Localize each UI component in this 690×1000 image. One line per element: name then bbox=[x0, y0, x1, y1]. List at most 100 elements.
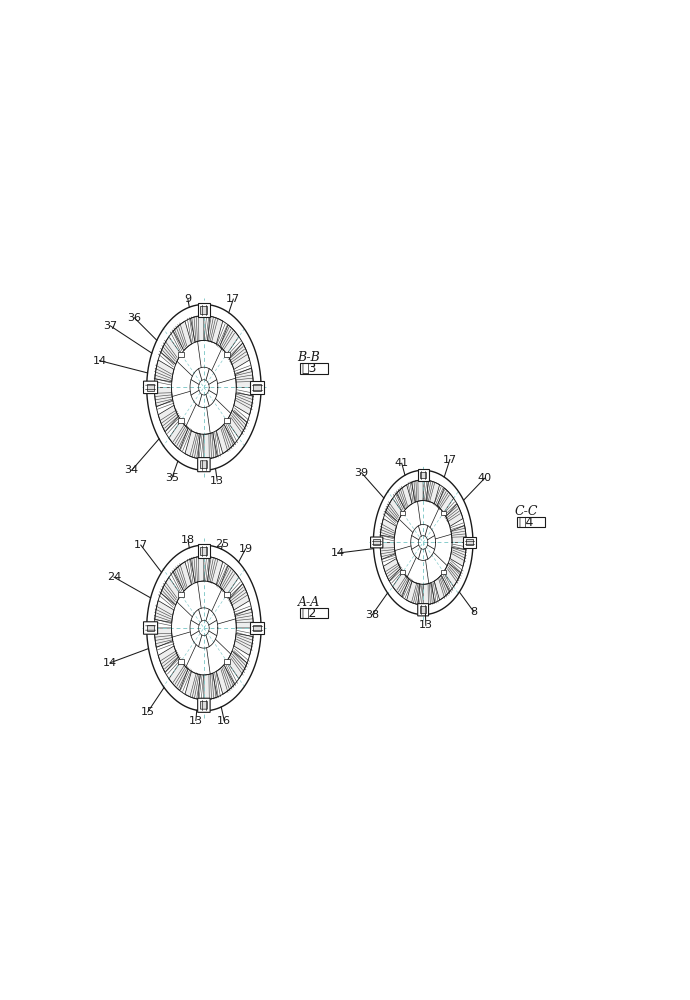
Polygon shape bbox=[147, 625, 155, 631]
Polygon shape bbox=[197, 698, 210, 712]
Polygon shape bbox=[204, 433, 217, 459]
Polygon shape bbox=[190, 556, 204, 583]
Polygon shape bbox=[451, 525, 466, 542]
Polygon shape bbox=[420, 606, 426, 613]
Polygon shape bbox=[144, 622, 157, 634]
Polygon shape bbox=[185, 431, 200, 459]
Polygon shape bbox=[169, 661, 188, 691]
Polygon shape bbox=[466, 539, 473, 545]
Text: A-A: A-A bbox=[297, 596, 319, 609]
Text: 25: 25 bbox=[215, 539, 230, 549]
Polygon shape bbox=[227, 651, 247, 679]
Polygon shape bbox=[386, 498, 403, 522]
Polygon shape bbox=[437, 488, 453, 513]
Text: 36: 36 bbox=[128, 313, 141, 323]
Polygon shape bbox=[250, 381, 264, 394]
Polygon shape bbox=[393, 572, 409, 597]
Text: 17: 17 bbox=[443, 455, 457, 465]
Polygon shape bbox=[224, 418, 230, 423]
Polygon shape bbox=[173, 321, 192, 351]
Polygon shape bbox=[229, 343, 250, 369]
Polygon shape bbox=[178, 592, 184, 597]
Text: 图2: 图2 bbox=[302, 607, 317, 620]
Polygon shape bbox=[178, 659, 184, 664]
Polygon shape bbox=[441, 511, 446, 515]
Text: 17: 17 bbox=[134, 540, 148, 550]
Polygon shape bbox=[173, 562, 192, 591]
Text: B-B: B-B bbox=[297, 351, 320, 364]
Polygon shape bbox=[197, 458, 210, 472]
Polygon shape bbox=[158, 405, 179, 432]
Polygon shape bbox=[155, 601, 174, 622]
Polygon shape bbox=[235, 609, 253, 628]
Polygon shape bbox=[197, 303, 210, 317]
Polygon shape bbox=[216, 665, 235, 694]
Polygon shape bbox=[155, 387, 172, 407]
Polygon shape bbox=[219, 565, 239, 595]
Polygon shape bbox=[426, 480, 440, 504]
Text: 24: 24 bbox=[107, 572, 121, 582]
Polygon shape bbox=[234, 393, 253, 415]
Polygon shape bbox=[229, 584, 250, 610]
Polygon shape bbox=[446, 504, 463, 526]
Polygon shape bbox=[201, 461, 207, 469]
Text: 40: 40 bbox=[477, 473, 492, 483]
Polygon shape bbox=[420, 472, 426, 478]
Text: 8: 8 bbox=[471, 607, 477, 617]
Polygon shape bbox=[224, 659, 230, 664]
Text: 图4: 图4 bbox=[518, 516, 533, 529]
Polygon shape bbox=[190, 316, 204, 342]
Polygon shape bbox=[400, 511, 406, 515]
Text: 34: 34 bbox=[125, 465, 139, 475]
Text: 38: 38 bbox=[365, 610, 380, 620]
Polygon shape bbox=[197, 544, 210, 558]
Text: 14: 14 bbox=[104, 658, 117, 668]
Polygon shape bbox=[373, 539, 380, 545]
Polygon shape bbox=[201, 701, 207, 709]
Polygon shape bbox=[380, 542, 395, 559]
Polygon shape bbox=[219, 325, 239, 354]
Polygon shape bbox=[441, 570, 446, 574]
Polygon shape bbox=[158, 646, 179, 672]
Text: 图3: 图3 bbox=[302, 362, 317, 375]
Polygon shape bbox=[227, 410, 247, 438]
Polygon shape bbox=[216, 424, 235, 454]
Polygon shape bbox=[411, 480, 423, 502]
Polygon shape bbox=[384, 558, 400, 581]
Polygon shape bbox=[204, 673, 217, 700]
Polygon shape bbox=[201, 306, 207, 314]
Polygon shape bbox=[234, 634, 253, 655]
Polygon shape bbox=[397, 485, 412, 510]
Text: 18: 18 bbox=[181, 535, 195, 545]
Polygon shape bbox=[371, 537, 383, 548]
Polygon shape bbox=[224, 352, 230, 357]
Text: 35: 35 bbox=[165, 473, 179, 483]
Text: 19: 19 bbox=[239, 544, 253, 554]
Polygon shape bbox=[201, 547, 207, 555]
Text: 9: 9 bbox=[184, 294, 191, 304]
Text: 16: 16 bbox=[217, 716, 231, 726]
Polygon shape bbox=[250, 622, 264, 634]
Text: 39: 39 bbox=[355, 468, 368, 478]
Polygon shape bbox=[161, 577, 181, 605]
Polygon shape bbox=[208, 316, 223, 344]
Polygon shape bbox=[444, 563, 461, 587]
Text: 14: 14 bbox=[92, 356, 107, 366]
Polygon shape bbox=[417, 469, 428, 481]
Polygon shape bbox=[423, 583, 435, 605]
Polygon shape bbox=[147, 384, 155, 391]
Polygon shape bbox=[178, 352, 184, 357]
Polygon shape bbox=[155, 360, 174, 382]
Polygon shape bbox=[400, 570, 406, 574]
Polygon shape bbox=[235, 368, 253, 387]
Text: 13: 13 bbox=[189, 716, 203, 726]
Polygon shape bbox=[406, 581, 420, 604]
Polygon shape bbox=[450, 547, 466, 566]
Polygon shape bbox=[208, 557, 223, 585]
Text: 15: 15 bbox=[141, 707, 155, 717]
Text: 14: 14 bbox=[331, 548, 344, 558]
Polygon shape bbox=[380, 519, 397, 538]
Polygon shape bbox=[144, 381, 157, 394]
Text: 37: 37 bbox=[104, 321, 117, 331]
Polygon shape bbox=[161, 337, 181, 364]
